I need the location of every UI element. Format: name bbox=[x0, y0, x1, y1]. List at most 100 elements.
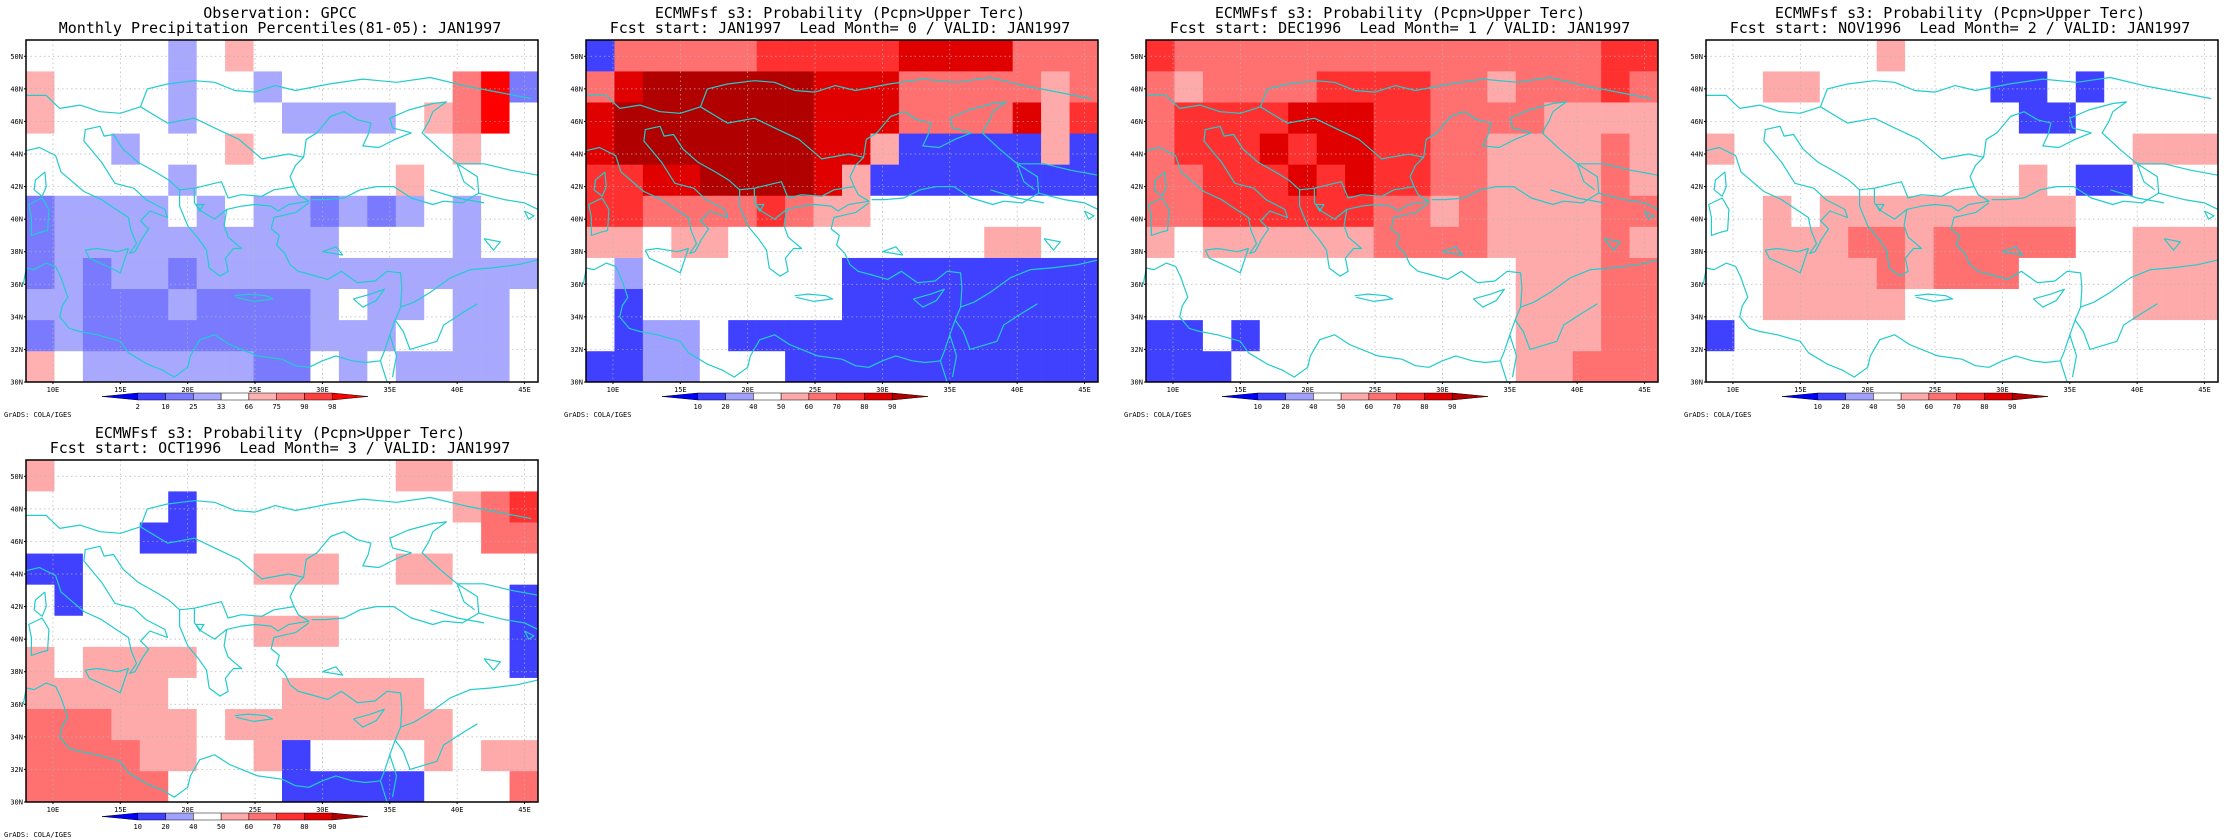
lat-tick-label: 30N bbox=[10, 799, 23, 807]
lat-tick-label: 30N bbox=[1130, 379, 1143, 387]
grid-cell bbox=[1791, 102, 1821, 134]
grid-cell bbox=[1734, 350, 1764, 383]
coastline bbox=[1859, 181, 1975, 199]
colorbar-bin bbox=[193, 812, 222, 821]
coastline bbox=[1313, 188, 1348, 220]
grid-cell bbox=[395, 71, 425, 103]
coastline bbox=[140, 106, 304, 160]
grid-cell bbox=[2132, 319, 2162, 352]
grid-cell bbox=[253, 491, 283, 523]
grid-cell bbox=[424, 491, 453, 523]
grid-cell bbox=[1373, 319, 1403, 352]
grid-cell bbox=[1848, 257, 1877, 290]
grid-cell bbox=[367, 491, 397, 523]
coastline bbox=[1708, 197, 1730, 236]
grid-cell bbox=[870, 40, 900, 72]
grid-cell bbox=[1706, 288, 1735, 321]
grid-cell bbox=[728, 350, 757, 383]
grid-cell bbox=[1876, 133, 1906, 165]
grid-cell bbox=[1572, 319, 1602, 352]
lon-tick-label: 15E bbox=[114, 806, 127, 814]
coastline bbox=[179, 601, 295, 619]
grid-cell bbox=[395, 350, 425, 383]
lat-tick-label: 46N bbox=[570, 118, 583, 126]
colorbar-tick-label: 50 bbox=[217, 823, 225, 831]
grid-cell bbox=[2018, 40, 2048, 72]
colorbar-bin bbox=[331, 812, 369, 821]
panel-title-line1: ECMWFsf s3: Probability (Pcpn>Upper Terc… bbox=[94, 424, 466, 442]
grid-cell bbox=[424, 164, 453, 196]
coastline bbox=[960, 259, 1099, 308]
grid-cell bbox=[984, 226, 1013, 258]
grid-cell bbox=[1601, 288, 1630, 321]
coastline bbox=[1145, 202, 1523, 378]
grid-cell bbox=[1544, 40, 1573, 72]
grid-cell bbox=[168, 257, 197, 290]
grid-cell bbox=[367, 739, 397, 772]
map-frame bbox=[1145, 39, 1659, 383]
grid-cell bbox=[367, 615, 397, 647]
grid-cell bbox=[2161, 195, 2190, 227]
grid-cell bbox=[785, 102, 814, 134]
grid-cell bbox=[452, 646, 482, 678]
lat-tick-label: 50N bbox=[570, 53, 583, 61]
grid-cell bbox=[111, 770, 141, 803]
grid-cell bbox=[509, 164, 539, 196]
grid-cell bbox=[1458, 350, 1488, 383]
colorbar-bin bbox=[1221, 392, 1259, 401]
grid-cell bbox=[2189, 40, 2219, 72]
grid-cell bbox=[338, 553, 368, 585]
grid-cell bbox=[1601, 164, 1630, 196]
colorbar-tick-label: 98 bbox=[328, 403, 336, 411]
colorbar-tick-label: 40 bbox=[749, 403, 757, 411]
coastline bbox=[400, 679, 539, 728]
grid-cell bbox=[1231, 164, 1261, 196]
coastline bbox=[483, 658, 501, 671]
grid-cell bbox=[1202, 71, 1232, 103]
grid-cell bbox=[2189, 226, 2219, 258]
colorbar-bin bbox=[220, 812, 250, 821]
colorbar-tick-label: 60 bbox=[245, 823, 253, 831]
coastline bbox=[1260, 106, 1424, 160]
coastlines bbox=[1702, 76, 2219, 383]
grid-cell bbox=[82, 195, 112, 227]
grid-cell bbox=[225, 164, 254, 196]
grid-cell bbox=[2161, 319, 2190, 352]
grid-cell bbox=[82, 350, 112, 383]
grid-cell bbox=[2161, 288, 2190, 321]
grid-cell bbox=[367, 195, 397, 227]
grid-cell bbox=[1041, 40, 1070, 72]
grid-cell bbox=[2075, 71, 2105, 103]
grid-cell bbox=[813, 257, 843, 290]
grid-cell bbox=[310, 522, 340, 554]
grid-cell bbox=[1316, 133, 1346, 165]
grid-cell bbox=[2189, 133, 2219, 165]
grid-cell bbox=[139, 739, 169, 772]
coastline bbox=[478, 612, 539, 630]
grid-cell bbox=[225, 288, 254, 321]
grid-cell bbox=[1791, 257, 1821, 290]
grid-cell bbox=[1231, 288, 1261, 321]
grid-cell bbox=[1629, 226, 1659, 258]
grid-cell bbox=[481, 553, 510, 585]
lat-tick-label: 46N bbox=[10, 538, 23, 546]
grid-cell bbox=[282, 739, 311, 772]
colorbar-bin bbox=[165, 812, 194, 821]
grid-cell bbox=[699, 319, 729, 352]
grid-cell bbox=[1288, 288, 1317, 321]
grid-cell bbox=[509, 770, 539, 803]
lon-tick-label: 35E bbox=[383, 386, 396, 394]
grid-cell bbox=[253, 739, 283, 772]
grid-cell bbox=[2047, 40, 2077, 72]
grid-cell bbox=[509, 288, 539, 321]
grid-cell bbox=[1174, 288, 1204, 321]
grid-cell bbox=[111, 739, 141, 772]
grid-cell bbox=[671, 102, 701, 134]
grid-cell bbox=[642, 133, 672, 165]
grid-cell bbox=[111, 708, 141, 741]
grid-cell bbox=[282, 708, 311, 741]
grid-cell bbox=[984, 164, 1013, 196]
grid-cell bbox=[955, 350, 985, 383]
lon-tick-label: 25E bbox=[809, 386, 822, 394]
grid-cell bbox=[338, 615, 368, 647]
